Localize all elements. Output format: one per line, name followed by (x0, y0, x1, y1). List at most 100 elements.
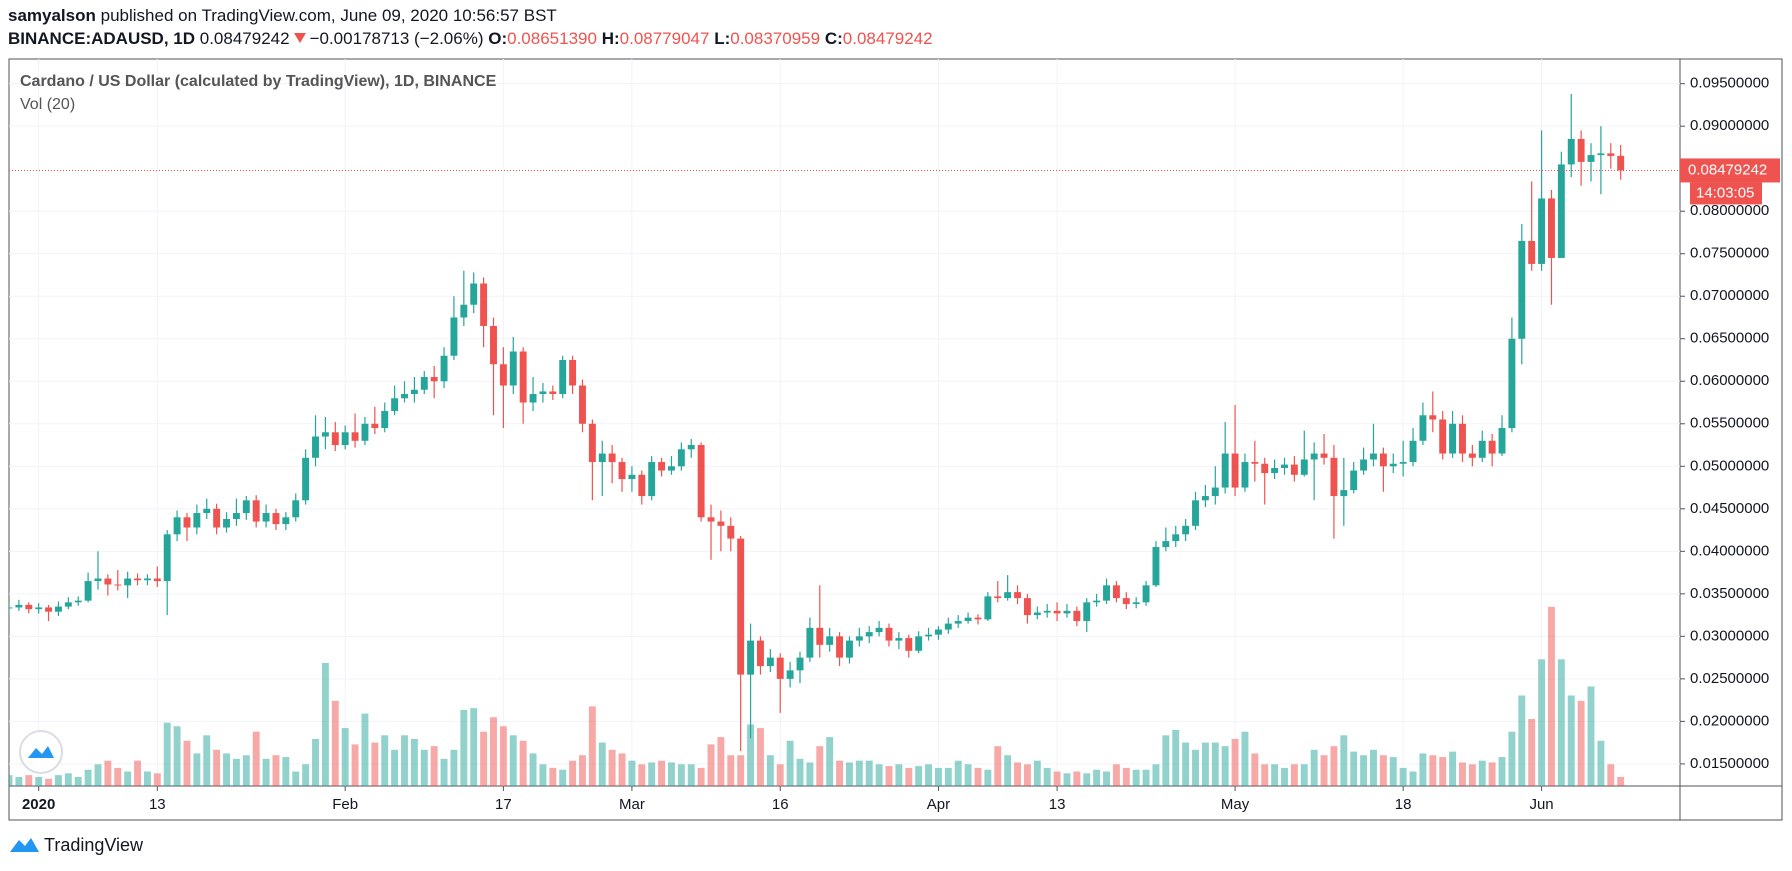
candle-body (816, 627, 824, 645)
volume-bar (727, 755, 735, 786)
y-tick-label: 0.09500000 (1690, 75, 1769, 92)
price-label: 0.08479242 (1688, 161, 1767, 178)
candle-body (292, 500, 300, 518)
volume-bar (915, 766, 923, 786)
volume-bar (816, 746, 824, 786)
candle-body (242, 500, 250, 514)
volume-bar (1241, 731, 1249, 786)
candle-body (658, 462, 666, 471)
candle-body (1370, 453, 1377, 460)
volume-bar (707, 744, 715, 786)
volume-bar (94, 764, 102, 786)
volume-bar (687, 764, 695, 786)
volume-bar (588, 706, 596, 786)
x-tick-label: 2020 (22, 796, 55, 813)
volume-bar (104, 760, 112, 786)
candle-body (1221, 453, 1229, 488)
volume-bar (1103, 771, 1110, 786)
candle-body (302, 457, 310, 501)
candle-body (480, 283, 488, 326)
volume-bar (173, 726, 181, 786)
candle-body (1093, 600, 1101, 603)
volume-bar (1548, 606, 1555, 786)
volume-bar (845, 762, 853, 786)
x-tick-label: 13 (1049, 796, 1066, 813)
candle-body (410, 389, 418, 395)
candle-body (163, 534, 171, 582)
candle-body (806, 627, 814, 658)
volume-bar (1538, 659, 1546, 786)
candle-body (1449, 423, 1457, 454)
candle-body (1468, 453, 1476, 458)
candle-body (687, 445, 695, 450)
volume-bar (1557, 659, 1565, 786)
volume-bar (420, 749, 428, 786)
candle-body (1310, 453, 1318, 460)
candle-body (94, 578, 102, 582)
volume-bar (499, 726, 507, 786)
candle-body (74, 600, 82, 603)
candle-body (54, 606, 62, 612)
volume-bar (766, 755, 774, 786)
volume-bar (331, 700, 339, 786)
candle-body (1014, 592, 1021, 599)
volume-bar (1340, 735, 1348, 786)
candle-body (668, 466, 675, 471)
candle-body (1459, 423, 1466, 454)
candle-body (1103, 585, 1110, 601)
volume-bar (925, 764, 933, 786)
volume-bar (203, 735, 211, 786)
volume-bar (252, 731, 260, 786)
candle-body (934, 629, 942, 635)
candle-body (1231, 453, 1239, 488)
candle-body (1320, 453, 1328, 458)
volume-bar (1419, 753, 1427, 786)
volume-bar (875, 764, 883, 786)
volume-bar (1281, 767, 1288, 786)
volume-bar (490, 717, 497, 786)
candle-body (84, 581, 92, 601)
candle-body (1112, 585, 1120, 599)
candle-body (549, 391, 557, 395)
candle-body (1439, 419, 1447, 454)
candle-body (173, 517, 181, 535)
volume-bar (865, 760, 873, 786)
volume-bar (1498, 757, 1506, 786)
candle-body (450, 317, 458, 356)
volume-bar (480, 731, 488, 786)
candle-body (539, 391, 547, 395)
candle-body (569, 360, 577, 386)
candle-body (1429, 415, 1437, 420)
volume-bar (124, 771, 132, 786)
volume-bar (1053, 771, 1061, 786)
brand: TradingView (44, 834, 144, 855)
volume-bar (470, 708, 478, 786)
candle-body (391, 398, 399, 412)
volume-bar (242, 755, 250, 786)
volume-bar (232, 758, 240, 786)
candle-body (460, 304, 468, 318)
candle-body (776, 657, 784, 679)
candle-body (826, 636, 834, 645)
volume-bar (1429, 755, 1437, 786)
y-tick-label: 0.02000000 (1690, 712, 1769, 729)
candle-body (519, 351, 527, 403)
candle-body (440, 355, 448, 382)
candle-body (1043, 610, 1051, 613)
candle-body (717, 521, 725, 526)
volume-bar (1350, 751, 1358, 786)
candle-body (608, 453, 616, 463)
volume-bar (1449, 751, 1457, 786)
volume-bar (1360, 755, 1368, 786)
volume-bar (114, 767, 122, 786)
footer: TradingView (8, 834, 143, 856)
y-tick-label: 0.01500000 (1690, 755, 1769, 772)
volume-bar (994, 746, 1002, 786)
volume-bar (608, 749, 616, 786)
candle-body (381, 411, 389, 429)
volume-bar (1063, 773, 1071, 786)
volume-bar (1379, 755, 1387, 786)
volume-bar (262, 758, 270, 786)
candle-body (193, 513, 201, 528)
candle-body (490, 325, 497, 365)
